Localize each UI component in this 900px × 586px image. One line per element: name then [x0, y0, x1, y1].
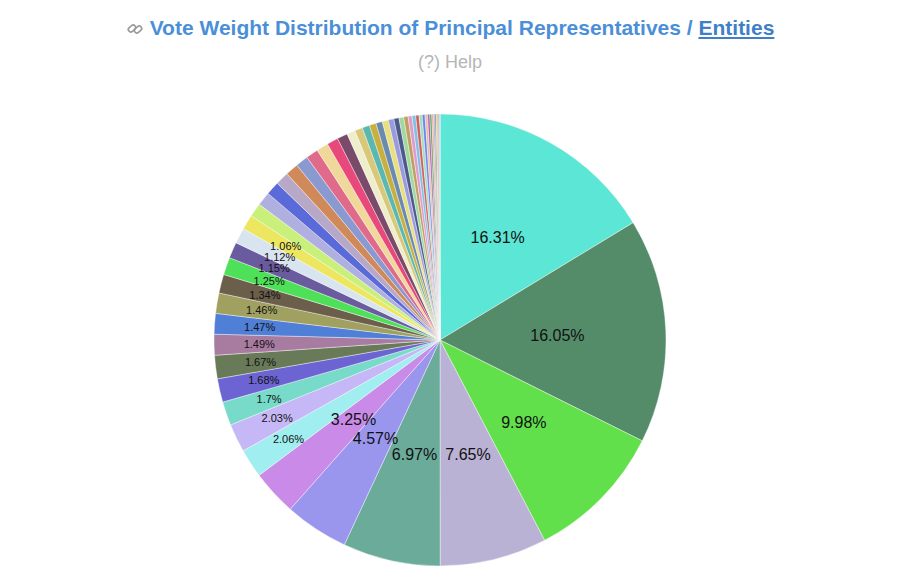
- help-link[interactable]: (?) Help: [0, 52, 900, 73]
- data-label: 2.03%: [262, 412, 293, 424]
- data-label: 4.57%: [353, 430, 398, 447]
- pie-slice[interactable]: [436, 114, 440, 340]
- title: Vote Weight Distribution of Principal Re…: [0, 16, 900, 40]
- pie-chart: 16.31% 16.05% 9.98% 7.65% 6.97%4.57% 3.25% 2.0…: [0, 0, 900, 586]
- data-label: 2.06%: [273, 433, 304, 445]
- link-icon[interactable]: [126, 20, 144, 38]
- pie-slice[interactable]: [433, 114, 440, 340]
- data-label: 1.47%: [244, 321, 275, 333]
- page: Vote Weight Distribution of Principal Re…: [0, 0, 900, 586]
- data-label: 1.15%: [258, 262, 289, 274]
- title-text: Vote Weight Distribution of Principal Re…: [150, 16, 699, 39]
- pie-slice[interactable]: [422, 115, 440, 341]
- pie-slice[interactable]: [430, 114, 440, 340]
- data-label: 1.49%: [244, 338, 275, 350]
- data-label: 6.97%: [392, 446, 437, 463]
- pie-slice[interactable]: [437, 114, 440, 340]
- data-label: 16.31%: [470, 229, 524, 246]
- pie-slice[interactable]: [435, 114, 440, 340]
- data-label: 9.98%: [501, 414, 546, 431]
- icon-part: [133, 25, 142, 34]
- pie-slice[interactable]: [425, 114, 440, 340]
- pie-slice[interactable]: [416, 115, 440, 340]
- data-labels: 16.31% 16.05% 9.98% 7.65% 6.97%4.57% 3.25% 2.0…: [244, 229, 585, 463]
- data-label: 3.25%: [331, 411, 376, 428]
- pie-slice[interactable]: [432, 114, 440, 340]
- slices: [214, 114, 666, 566]
- data-label: 1.06%: [270, 240, 301, 252]
- pie-slice[interactable]: [440, 340, 545, 566]
- pie-slice[interactable]: [428, 114, 440, 340]
- pie-slice[interactable]: [419, 115, 440, 340]
- pie-slice[interactable]: [438, 114, 440, 340]
- data-label: 1.46%: [246, 304, 277, 316]
- data-label: 7.65%: [445, 446, 490, 463]
- data-label: 1.34%: [249, 289, 280, 301]
- data-label: 1.25%: [254, 275, 285, 287]
- title-link[interactable]: Entities: [698, 16, 774, 39]
- data-label: 1.7%: [257, 393, 282, 405]
- pie-slice[interactable]: [439, 114, 441, 340]
- data-label: 16.05%: [530, 327, 584, 344]
- data-label: 1.68%: [248, 374, 279, 386]
- data-label: 1.67%: [245, 356, 276, 368]
- data-label: 1.12%: [264, 251, 295, 263]
- pie-slice[interactable]: [439, 114, 440, 340]
